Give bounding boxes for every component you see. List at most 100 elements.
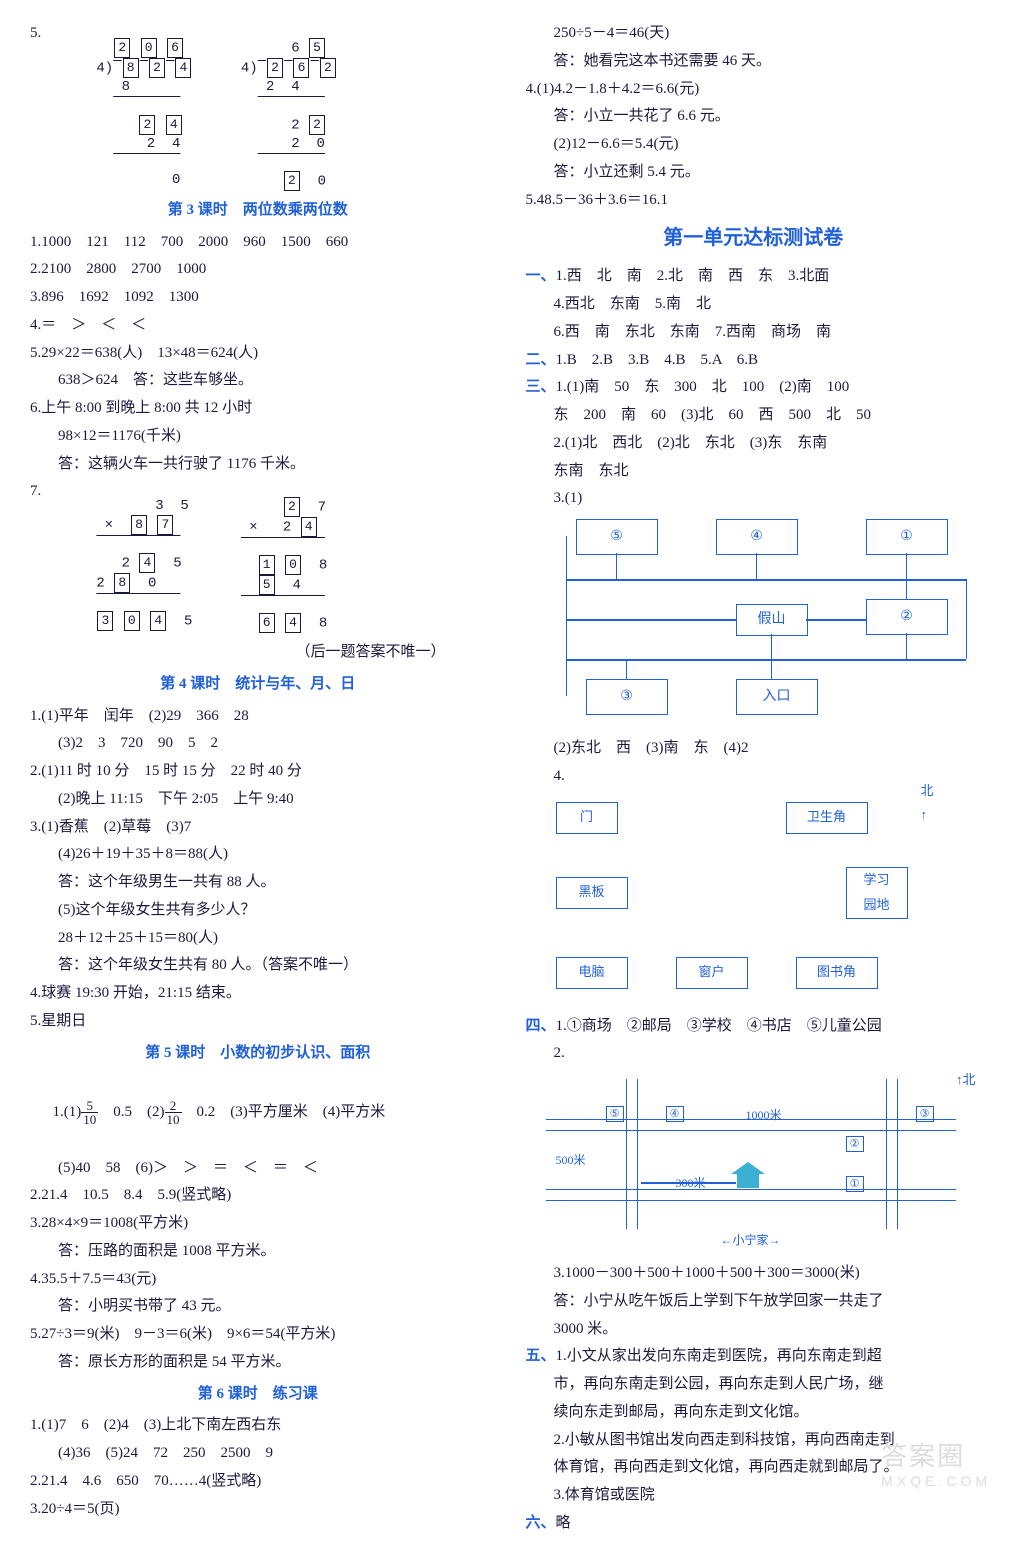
map-north: ↑北 [956, 1068, 976, 1092]
u1-6: 6.西 南 东北 东南 7.西南 商场 南 [526, 319, 982, 347]
node-4: ④ [716, 519, 798, 555]
l5-4b: 答：小明买书带了 43 元。 [30, 1293, 486, 1321]
north-label: 北↑ [920, 779, 933, 827]
u5-1c: 续向东走到邮局，再向东走到文化馆。 [526, 1399, 982, 1427]
u4-3c: 3000 米。 [526, 1316, 982, 1344]
mark-3: ③ [916, 1106, 934, 1122]
l6-3: 3.20÷4＝5(页) [30, 1496, 486, 1524]
node-jiashan: 假山 [736, 604, 808, 636]
l3-3: 3.896 1692 1092 1300 [30, 284, 486, 312]
r-top2: 答：她看完这本书还需要 46 天。 [526, 48, 982, 76]
classroom-diagram: 北↑ 门 卫生角 黑板 学习 园地 电脑 窗户 图书角 [546, 797, 926, 1007]
l5-1-mid1: 0.5 (2) [98, 1104, 164, 1120]
l4-3e: 28＋12＋25＋15＝80(人) [30, 925, 486, 953]
mark-4: ④ [666, 1106, 684, 1122]
u4-3b: 答：小宁从吃午饭后上学到下午放学回家一共走了 [526, 1288, 982, 1316]
right-column: 250÷5－4＝46(天) 答：她看完这本书还需要 46 天。 4.(1)4.2… [526, 20, 982, 1538]
l5-1: 1.(1)510 0.5 (2)210 0.2 (3)平方厘米 (4)平方米 [30, 1071, 486, 1154]
mark-1: ① [846, 1176, 864, 1192]
map-xnj: ←小宁家→ [721, 1229, 781, 1251]
node-rukou: 入口 [736, 679, 818, 715]
l3-6b: 98×12＝1176(千米) [30, 423, 486, 451]
l4-1a: 1.(1)平年 闰年 (2)29 366 28 [30, 703, 486, 731]
l4-1b: (3)2 3 720 90 5 2 [30, 730, 486, 758]
u3-4: 4. [526, 763, 982, 791]
u5-2b: 体育馆，再向西走到文化馆，再向西走就到邮局了。 [526, 1454, 982, 1482]
l3-6a: 6.上午 8:00 到晚上 8:00 共 12 小时 [30, 395, 486, 423]
sec5: 五、1.小文从家出发向东南走到医院，再向东南走到超 [526, 1343, 982, 1371]
calc-5a: 2 0 6 4) 8 2 4 8 2 4 2 4 0 [88, 20, 192, 191]
unit-title: 第一单元达标测试卷 [526, 220, 982, 257]
room-wsj: 卫生角 [786, 802, 868, 834]
frac-1: 510 [81, 1099, 98, 1126]
q5-block: 5. 2 0 6 4) 8 2 4 8 2 4 2 4 0 6 5 4) 2 6… [30, 20, 486, 191]
l4-5: 5.星期日 [30, 1008, 486, 1036]
map-diagram: ↑北 500米 1000米 300米 ←小宁家→ ① ② ③ ④ ⑤ [536, 1074, 976, 1254]
room-door: 门 [556, 802, 618, 834]
sec2: 二、1.B 2.B 3.B 4.B 5.A 6.B [526, 347, 982, 375]
house-icon [731, 1162, 765, 1188]
r-top1: 250÷5－4＝46(天) [526, 20, 982, 48]
room-tsj: 图书角 [796, 957, 878, 989]
l3-5b: 638＞624 答：这些车够坐。 [30, 367, 486, 395]
mark-2: ② [846, 1136, 864, 1152]
sec1: 一、1.西 北 南 2.北 南 西 东 3.北面 [526, 263, 982, 291]
map-1000: 1000米 [746, 1104, 782, 1126]
node-5: ⑤ [576, 519, 658, 555]
q5-label: 5. [30, 20, 48, 191]
l3-7note: （后一题答案不唯一） [30, 639, 486, 667]
u3-1b: 东 200 南 60 (3)北 60 西 500 北 50 [526, 402, 982, 430]
room-dn: 电脑 [556, 957, 628, 989]
lesson6-title: 第 6 课时 练习课 [30, 1381, 486, 1409]
calc-5b: 6 5 4) 2 6 2 2 4 2 2 2 0 2 0 [232, 20, 336, 191]
u3-3b: (2)东北 西 (3)南 东 (4)2 [526, 735, 982, 763]
calc-7b: 2 7 × 2 4 1 0 8 5 4 6 4 8 [232, 478, 327, 633]
l5-4a: 4.35.5＋7.5＝43(元) [30, 1266, 486, 1294]
diagram-layout: ⑤ ④ ① 假山 ② ③ 入口 [546, 519, 966, 729]
l4-2a: 2.(1)11 时 10 分 15 时 15 分 22 时 40 分 [30, 758, 486, 786]
r4-2a: (2)12－6.6＝5.4(元) [526, 131, 982, 159]
lesson3-title: 第 3 课时 两位数乘两位数 [30, 197, 486, 225]
lesson4-title: 第 4 课时 统计与年、月、日 [30, 671, 486, 699]
l4-3a: 3.(1)香蕉 (2)草莓 (3)7 [30, 814, 486, 842]
left-column: 5. 2 0 6 4) 8 2 4 8 2 4 2 4 0 6 5 4) 2 6… [30, 20, 486, 1538]
l6-1a: 1.(1)7 6 (2)4 (3)上北下南左西右东 [30, 1412, 486, 1440]
l3-6c: 答：这辆火车一共行驶了 1176 千米。 [30, 451, 486, 479]
q7-block: 7. 3 5 × 8 7 2 4 5 2 8 0 3 0 4 5 2 7 × 2… [30, 478, 486, 633]
u5-3: 3.体育馆或医院 [526, 1482, 982, 1510]
node-1: ① [866, 519, 948, 555]
sec4: 四、1.①商场 ②邮局 ③学校 ④书店 ⑤儿童公园 [526, 1013, 982, 1041]
sec6: 六、略 [526, 1510, 982, 1538]
u4-3a: 3.1000－300＋500＋1000＋500＋300＝3000(米) [526, 1260, 982, 1288]
page: 5. 2 0 6 4) 8 2 4 8 2 4 2 4 0 6 5 4) 2 6… [30, 20, 981, 1538]
l5-3a: 3.28×4×9＝1008(平方米) [30, 1210, 486, 1238]
node-3: ③ [586, 679, 668, 715]
l4-3b: (4)26＋19＋35＋8＝88(人) [30, 841, 486, 869]
l5-2: 2.21.4 10.5 8.4 5.9(竖式略) [30, 1182, 486, 1210]
u3-3: 3.(1) [526, 485, 982, 513]
r5: 5.48.5－36＋3.6＝16.1 [526, 187, 982, 215]
l6-2: 2.21.4 4.6 650 70……4(竖式略) [30, 1468, 486, 1496]
l3-1: 1.1000 121 112 700 2000 960 1500 660 [30, 229, 486, 257]
u5-2a: 2.小敏从图书馆出发向西走到科技馆，再向西南走到 [526, 1427, 982, 1455]
l4-2b: (2)晚上 11:15 下午 2:05 上午 9:40 [30, 786, 486, 814]
l5-1b: (5)40 58 (6)＞ ＞ ＝ ＜ ＝ ＜ [30, 1155, 486, 1183]
room-hb: 黑板 [556, 877, 628, 909]
r4-1b: 答：小立一共花了 6.6 元。 [526, 103, 982, 131]
mark-5: ⑤ [606, 1106, 624, 1122]
l6-1b: (4)36 (5)24 72 250 2500 9 [30, 1440, 486, 1468]
l4-4: 4.球赛 19:30 开始，21:15 结束。 [30, 980, 486, 1008]
node-2: ② [866, 599, 948, 635]
l3-5a: 5.29×22＝638(人) 13×48＝624(人) [30, 340, 486, 368]
room-ch: 窗户 [676, 957, 748, 989]
l3-4: 4.＝ ＞ ＜ ＜ [30, 312, 486, 340]
l5-1-mid2: 0.2 (3)平方厘米 (4)平方米 [182, 1104, 386, 1120]
frac-2: 210 [165, 1099, 182, 1126]
l4-3f: 答：这个年级女生共有 80 人。（答案不唯一） [30, 952, 486, 980]
r4-2b: 答：小立还剩 5.4 元。 [526, 159, 982, 187]
u5-1b: 市，再向东南走到公园，再向东走到人民广场，继 [526, 1371, 982, 1399]
l4-3c: 答：这个年级男生一共有 88 人。 [30, 869, 486, 897]
sec3: 三、1.(1)南 50 东 300 北 100 (2)南 100 [526, 374, 982, 402]
lesson5-title: 第 5 课时 小数的初步认识、面积 [30, 1040, 486, 1068]
l3-2: 2.2100 2800 2700 1000 [30, 256, 486, 284]
